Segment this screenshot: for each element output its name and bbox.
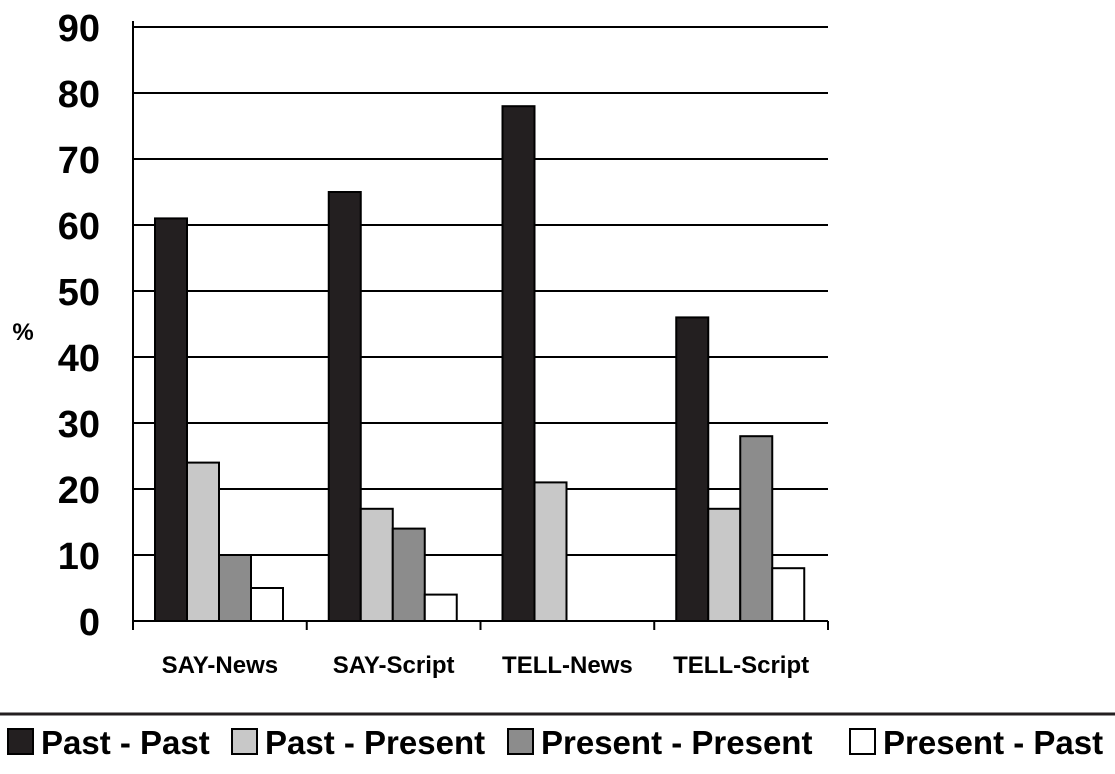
- y-tick-label: 40: [58, 338, 100, 380]
- x-tick-label: TELL-News: [502, 652, 633, 679]
- bars: [154, 105, 806, 623]
- legend-swatch: [849, 728, 876, 755]
- y-axis-label: %: [12, 319, 33, 346]
- bar: [423, 593, 458, 622]
- bar: [501, 105, 536, 622]
- bar: [771, 567, 806, 623]
- y-tick-label: 70: [58, 140, 100, 182]
- bar: [359, 507, 394, 622]
- legend-label: Present - Present: [541, 724, 812, 761]
- axes: 0 10 20 30 40 50 60 70 80 90% SAY-News SAY-Script TE…: [12, 8, 829, 679]
- x-tick-label: SAY-Script: [333, 652, 455, 679]
- legend-swatch: [507, 728, 534, 755]
- bar: [739, 435, 774, 623]
- y-tick-label: 60: [58, 206, 100, 248]
- bar: [675, 316, 710, 622]
- bar: [218, 554, 252, 622]
- bar: [186, 461, 220, 622]
- x-tick-label: TELL-Script: [673, 652, 809, 679]
- legend-label: Past - Past: [41, 724, 210, 761]
- y-tick-label: 30: [58, 404, 100, 446]
- y-tick-label: 50: [58, 272, 100, 314]
- y-tick-label: 10: [58, 536, 100, 578]
- legend-label: Present - Past: [883, 724, 1103, 761]
- gridlines: [133, 26, 828, 556]
- bar: [707, 507, 742, 622]
- y-tick-label: 0: [79, 602, 100, 644]
- legend-label: Past - Present: [265, 724, 485, 761]
- bar: [250, 587, 284, 622]
- y-tick-label: 80: [58, 74, 100, 116]
- bar: [154, 217, 188, 622]
- legend-swatch: [7, 728, 34, 755]
- legend-swatch: [231, 728, 258, 755]
- y-tick-label: 90: [58, 8, 100, 50]
- legend: Past - Past Past - Present Present - Prese…: [0, 712, 1115, 761]
- y-tick-label: 20: [58, 470, 100, 512]
- bar: [327, 191, 362, 622]
- x-tick-label: SAY-News: [162, 652, 279, 679]
- bar: [391, 527, 426, 622]
- bar: [533, 481, 568, 622]
